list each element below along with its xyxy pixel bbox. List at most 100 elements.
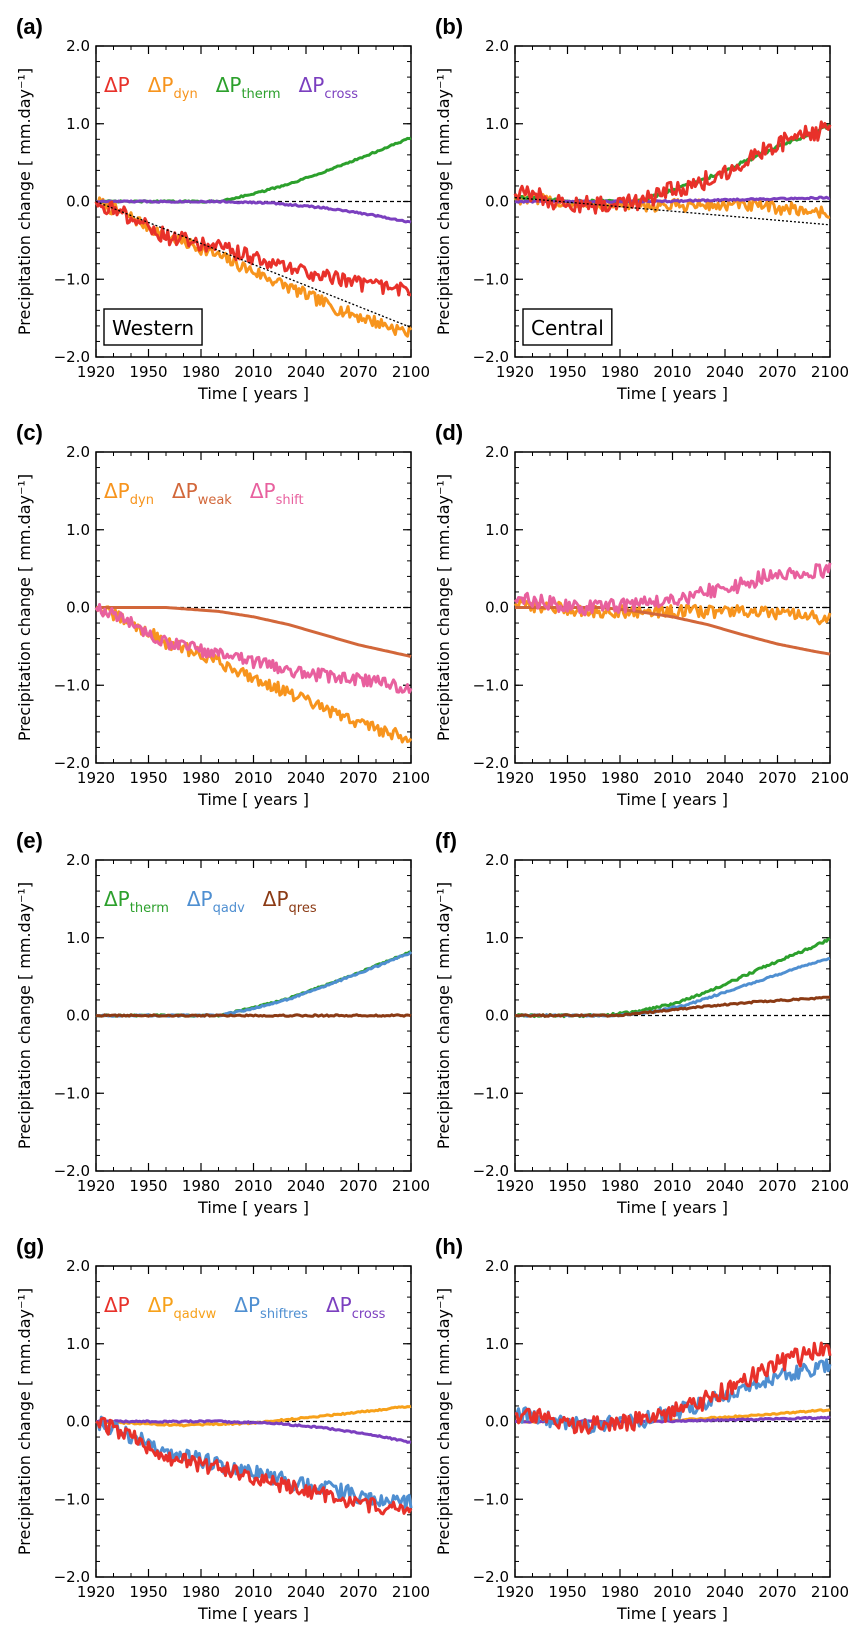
y-tick-label: 2.0 bbox=[66, 37, 90, 55]
y-tick-label: 0.0 bbox=[66, 1413, 90, 1431]
x-tick-label: 1920 bbox=[496, 769, 534, 787]
x-tick-label: 2070 bbox=[339, 1583, 377, 1601]
y-tick-label: −2.0 bbox=[54, 754, 90, 772]
y-tick-label: 1.0 bbox=[485, 521, 509, 539]
y-tick-label: −1.0 bbox=[473, 270, 509, 288]
panel-label: (d) bbox=[435, 420, 463, 445]
x-tick-label: 2010 bbox=[653, 1583, 691, 1601]
panel-label: (e) bbox=[16, 828, 43, 853]
y-tick-label: −2.0 bbox=[54, 1568, 90, 1586]
x-tick-label: 2070 bbox=[339, 363, 377, 381]
panel-label: (f) bbox=[435, 828, 457, 853]
x-axis-label: Time [ years ] bbox=[616, 1604, 728, 1623]
y-tick-label: 2.0 bbox=[66, 851, 90, 869]
x-tick-label: 2040 bbox=[287, 769, 325, 787]
x-tick-label: 2100 bbox=[811, 1177, 849, 1195]
panel-label: (c) bbox=[16, 420, 43, 445]
x-tick-label: 2100 bbox=[392, 769, 430, 787]
legend-entry: ΔPtherm bbox=[104, 887, 169, 916]
legend-entry: ΔPqres bbox=[263, 887, 317, 916]
x-axis-label: Time [ years ] bbox=[616, 1198, 728, 1217]
x-tick-label: 2010 bbox=[234, 363, 272, 381]
x-axis-label: Time [ years ] bbox=[616, 384, 728, 403]
series-line bbox=[95, 950, 412, 1018]
y-tick-label: −1.0 bbox=[473, 1084, 509, 1102]
x-tick-label: 1980 bbox=[182, 1583, 220, 1601]
legend-entry: ΔPdyn bbox=[104, 479, 154, 508]
x-tick-label: 2040 bbox=[706, 363, 744, 381]
x-tick-label: 1950 bbox=[129, 769, 167, 787]
x-tick-label: 2010 bbox=[653, 1177, 691, 1195]
region-frame bbox=[522, 308, 613, 346]
series-line bbox=[95, 136, 412, 204]
x-tick-label: 2040 bbox=[287, 1583, 325, 1601]
panel-label: (g) bbox=[16, 1234, 44, 1259]
y-tick-label: −1.0 bbox=[54, 270, 90, 288]
x-axis-label: Time [ years ] bbox=[197, 1198, 309, 1217]
x-tick-label: 2100 bbox=[811, 363, 849, 381]
x-tick-label: 1980 bbox=[182, 769, 220, 787]
x-tick-label: 2100 bbox=[392, 1177, 430, 1195]
y-tick-label: −2.0 bbox=[473, 754, 509, 772]
series-line bbox=[96, 606, 412, 658]
x-tick-label: 2070 bbox=[758, 1583, 796, 1601]
y-tick-label: 1.0 bbox=[485, 929, 509, 947]
y-axis-label: Precipitation change [ mm.day⁻¹] bbox=[15, 1288, 34, 1555]
x-tick-label: 1950 bbox=[129, 1583, 167, 1601]
y-tick-label: −2.0 bbox=[54, 1162, 90, 1180]
series-line bbox=[514, 956, 831, 1018]
y-tick-label: 2.0 bbox=[66, 443, 90, 461]
x-tick-label: 2010 bbox=[653, 363, 691, 381]
region-label: Central bbox=[531, 316, 604, 340]
region-box: Central bbox=[522, 308, 613, 346]
series-line bbox=[514, 995, 831, 1018]
x-axis-label: Time [ years ] bbox=[616, 790, 728, 809]
x-tick-label: 2040 bbox=[706, 1583, 744, 1601]
y-tick-label: 1.0 bbox=[485, 1335, 509, 1353]
x-tick-label: 2040 bbox=[706, 769, 744, 787]
x-tick-label: 2010 bbox=[234, 1583, 272, 1601]
x-tick-label: 1950 bbox=[129, 363, 167, 381]
x-tick-label: 2070 bbox=[758, 769, 796, 787]
y-tick-label: 0.0 bbox=[485, 599, 509, 617]
y-tick-label: 0.0 bbox=[485, 1413, 509, 1431]
x-tick-label: 1980 bbox=[182, 1177, 220, 1195]
y-tick-label: 1.0 bbox=[66, 929, 90, 947]
x-tick-label: 1980 bbox=[182, 363, 220, 381]
panel-label: (h) bbox=[435, 1234, 463, 1259]
series-line bbox=[95, 1013, 412, 1018]
x-tick-label: 2070 bbox=[339, 1177, 377, 1195]
y-axis-label: Precipitation change [ mm.day⁻¹] bbox=[434, 474, 453, 741]
x-tick-label: 1920 bbox=[496, 1583, 534, 1601]
legend-entry: ΔPqadv bbox=[187, 887, 245, 916]
x-tick-label: 2100 bbox=[392, 1583, 430, 1601]
x-tick-label: 1950 bbox=[548, 1583, 586, 1601]
y-tick-label: −1.0 bbox=[54, 1490, 90, 1508]
y-axis-label: Precipitation change [ mm.day⁻¹] bbox=[434, 68, 453, 335]
series-line bbox=[94, 605, 413, 744]
y-tick-label: −2.0 bbox=[473, 348, 509, 366]
y-tick-label: 2.0 bbox=[485, 851, 509, 869]
y-tick-label: −1.0 bbox=[54, 676, 90, 694]
legend-entry: ΔPshiftres bbox=[234, 1293, 308, 1322]
panel-label: (b) bbox=[435, 14, 463, 39]
y-axis-label: Precipitation change [ mm.day⁻¹] bbox=[434, 1288, 453, 1555]
series-line bbox=[515, 1341, 832, 1435]
y-tick-label: 1.0 bbox=[485, 115, 509, 133]
y-tick-label: 0.0 bbox=[66, 1007, 90, 1025]
region-box: Western bbox=[103, 308, 203, 346]
y-tick-label: 2.0 bbox=[66, 1257, 90, 1275]
x-tick-label: 2010 bbox=[653, 769, 691, 787]
region-label: Western bbox=[112, 316, 194, 340]
x-tick-label: 2070 bbox=[339, 769, 377, 787]
series-line bbox=[514, 937, 831, 1019]
x-tick-label: 2040 bbox=[706, 1177, 744, 1195]
series-line bbox=[95, 1415, 413, 1512]
trend-line bbox=[95, 200, 412, 329]
